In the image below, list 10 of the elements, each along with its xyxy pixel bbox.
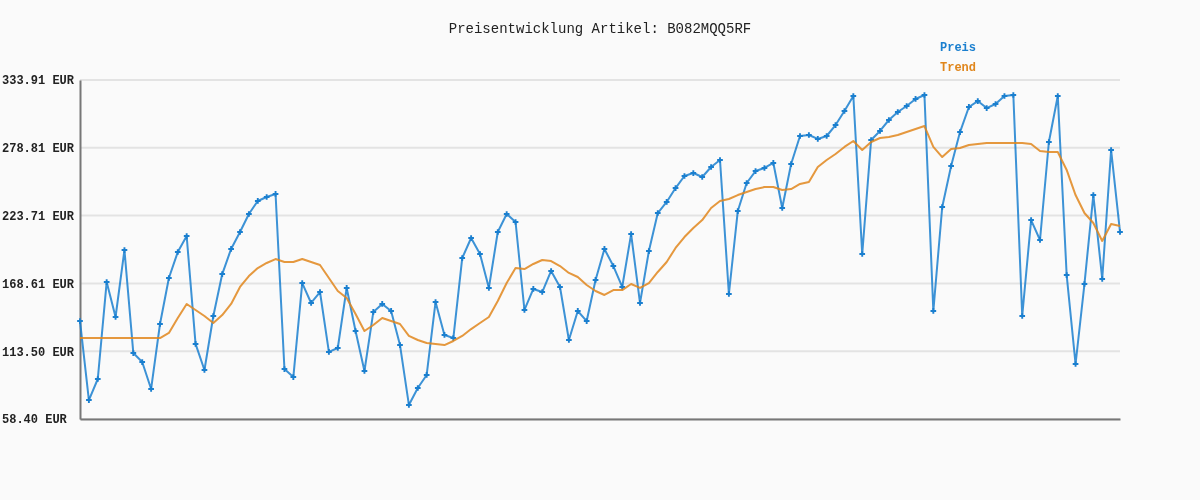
text: Trend: [940, 61, 977, 75]
text: Preis: [940, 41, 977, 55]
y-tick-label: 223.71 EUR: [2, 209, 75, 224]
chart-title: Preisentwicklung Artikel: B082MQQ5RF: [448, 21, 752, 37]
y-tick-label: 168.61 EUR: [2, 277, 75, 292]
y-tick-label: 113.50 EUR: [2, 345, 75, 360]
y-tick-label: 278.81 EUR: [2, 142, 75, 157]
line-series: [79, 125, 1121, 347]
y-tick-label: 58.40 EUR: [2, 413, 68, 428]
y-tick-label: 333.91 EUR: [2, 74, 75, 89]
